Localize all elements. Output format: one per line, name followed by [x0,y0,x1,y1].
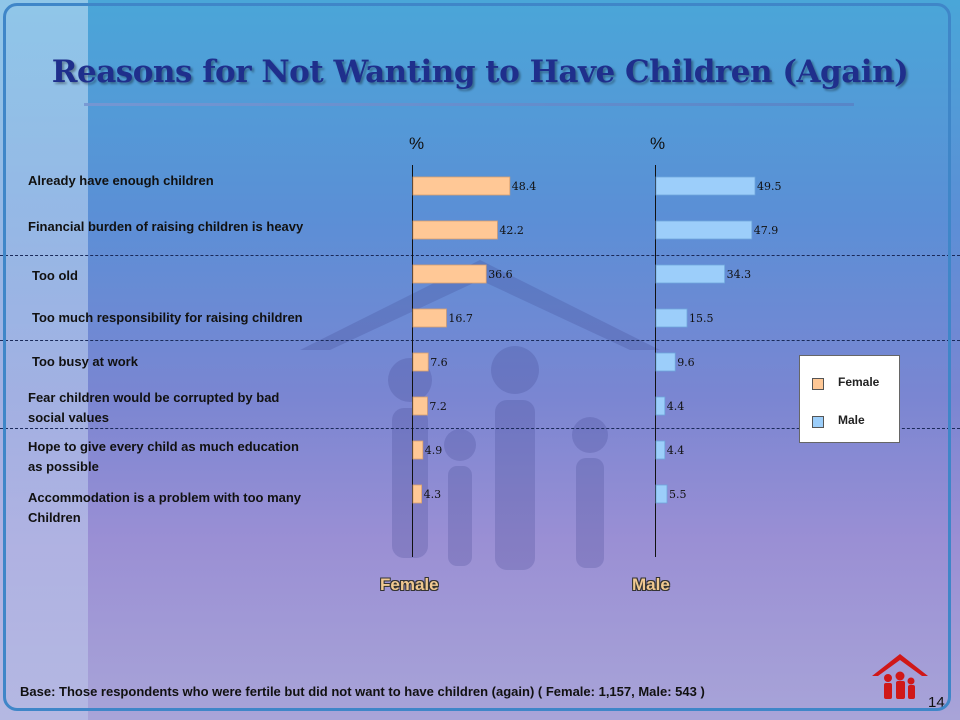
female-bar-value-label: 4.3 [424,488,442,501]
female-bar [412,220,498,240]
female-legend-swatch [812,378,824,390]
female-bar [412,396,428,416]
category-label: Financial burden of raising children is … [28,217,378,237]
female-bar [412,484,423,504]
category-label-line: Children [28,510,81,525]
male-bar [655,220,753,240]
slide-frame [3,3,951,711]
female-axis [412,165,413,557]
divider-line [0,428,960,429]
male-bar [655,352,676,372]
footnote: Base: Those respondents who were fertile… [20,684,705,699]
female-bar-value-label: 48.4 [512,180,537,193]
male-axis [655,165,656,557]
male-bar-value-label: 15.5 [689,312,714,325]
category-label-line: Already have enough children [28,173,214,188]
male-bar-value-label: 5.5 [669,488,687,501]
male-bar-value-label: 34.3 [727,268,752,281]
female-bar-value-label: 16.7 [448,312,473,325]
category-label: Too much responsibility for raising chil… [32,308,382,328]
female-bar-value-label: 36.6 [488,268,513,281]
female-bar [412,264,487,284]
category-label-line: social values [28,410,109,425]
male-bar-value-label: 49.5 [757,180,782,193]
male-bar [655,176,756,196]
category-label-line: Accommodation is a problem with too many [28,490,302,505]
female-bar [412,308,447,328]
female-bar [412,352,429,372]
male-unit-label: % [650,134,666,153]
category-label: Fear children would be corrupted by bad s… [28,388,378,428]
category-label: Already have enough children [28,171,378,191]
male-bar [655,440,666,460]
male-panel-label: Male [632,575,670,594]
category-label-line: as possible [28,459,99,474]
category-label: Too old [32,266,382,286]
category-label-line: Fear children would be corrupted by bad [28,390,280,405]
category-label-line: Too old [32,268,78,283]
female-legend-label: Female [838,375,880,389]
female-bar-value-label: 7.2 [429,400,447,413]
category-label: Accommodation is a problem with too many… [28,488,378,528]
category-label-line: Too busy at work [32,354,138,369]
category-label: Hope to give every child as much educati… [28,437,378,477]
female-panel-label: Female [380,575,439,594]
male-bar [655,484,668,504]
female-bar [412,176,511,196]
male-legend-label: Male [838,413,865,427]
chart-legend: Female Male [799,355,900,443]
male-bar [655,396,666,416]
female-bar-value-label: 4.9 [425,444,443,457]
male-legend-swatch [812,416,824,428]
female-bar-value-label: 7.6 [430,356,448,369]
page-title: Reasons for Not Wanting to Have Children… [51,54,909,90]
left-band [0,0,88,720]
divider-line [0,340,960,341]
male-bar-value-label: 47.9 [754,224,779,237]
category-label-line: Financial burden of raising children is … [28,219,304,234]
category-label-line: Hope to give every child as much educati… [28,439,299,454]
male-bar-value-label: 4.4 [667,444,685,457]
male-bar [655,308,688,328]
category-label-line: Too much responsibility for raising chil… [32,310,303,325]
divider-line [0,255,960,256]
female-bar-value-label: 42.2 [499,224,524,237]
male-bar [655,264,725,284]
female-unit-label: % [409,134,425,153]
title-rule [84,103,854,106]
male-bar-value-label: 4.4 [667,400,685,413]
category-label: Too busy at work [32,352,382,372]
male-bar-value-label: 9.6 [677,356,695,369]
family-house-logo-icon [872,654,928,699]
female-bar [412,440,424,460]
